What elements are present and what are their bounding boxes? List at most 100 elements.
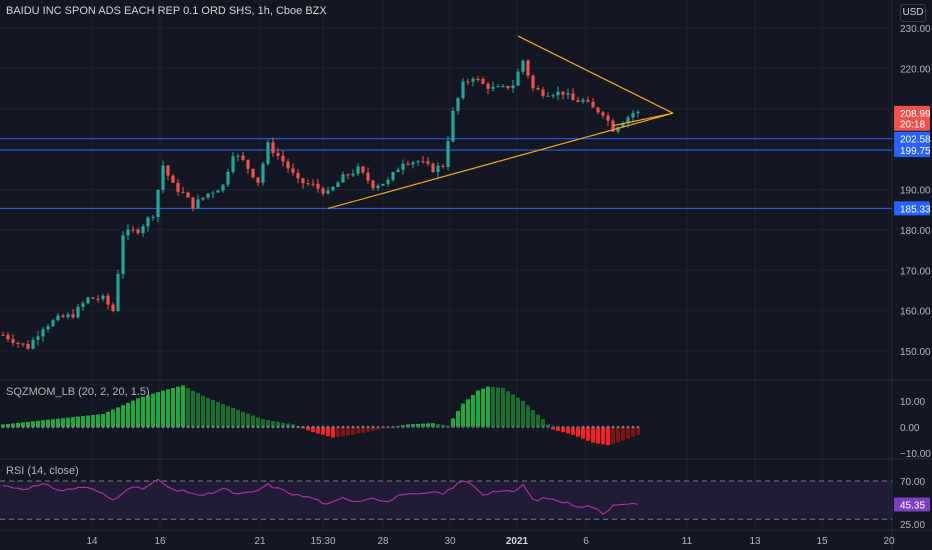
momentum-bar xyxy=(426,423,430,427)
squeeze-dot xyxy=(531,425,535,429)
candle-body xyxy=(41,329,45,337)
momentum-bar xyxy=(331,427,335,438)
candle-body xyxy=(401,163,405,170)
candle-body xyxy=(271,142,275,153)
currency-badge[interactable]: USD xyxy=(900,4,926,22)
momentum-bar xyxy=(491,387,495,427)
candle-body xyxy=(246,159,250,169)
candle-body xyxy=(536,88,540,90)
squeeze-dot xyxy=(406,425,410,429)
trendline[interactable] xyxy=(327,112,674,210)
squeeze-dot xyxy=(126,425,130,429)
momentum-bar xyxy=(71,417,75,427)
price-axis[interactable]: 150.00160.00170.00180.00190.00200.00210.… xyxy=(894,24,931,531)
squeeze-dot xyxy=(36,425,40,429)
candle-body xyxy=(11,339,15,343)
rsi-last-box xyxy=(894,497,930,512)
price-label-box xyxy=(894,143,930,158)
squeeze-dot xyxy=(461,425,465,429)
time-axis[interactable]: 14 16 21 15:30 28 30 2021 6 11 13 15 20 xyxy=(86,536,895,547)
time-tick-label: 13 xyxy=(749,536,761,547)
squeeze-dot xyxy=(11,425,15,429)
squeeze-dot xyxy=(261,425,265,429)
momentum-bar xyxy=(126,402,130,427)
squeeze-dot xyxy=(211,425,215,429)
squeeze-dot xyxy=(491,425,495,429)
squeeze-dot xyxy=(586,425,590,429)
candle-body xyxy=(56,315,60,321)
candle-body xyxy=(606,115,610,121)
momentum-bar xyxy=(246,413,250,427)
squeeze-dot xyxy=(341,425,345,429)
squeeze-dot xyxy=(6,425,10,429)
squeeze-dot xyxy=(111,425,115,429)
momentum-bar xyxy=(586,427,590,441)
price-tick-label: 230.00 xyxy=(900,24,931,35)
momentum-bar xyxy=(371,427,375,431)
squeeze-dot xyxy=(306,425,310,429)
time-tick-label: 15:30 xyxy=(310,536,335,547)
momentum-bar xyxy=(336,427,340,437)
price-tick-label: 160.00 xyxy=(900,307,931,318)
squeeze-dot xyxy=(141,425,145,429)
candle-body xyxy=(346,174,350,176)
momentum-bar xyxy=(251,415,255,427)
momentum-bar xyxy=(536,414,540,427)
candle-body xyxy=(291,168,295,173)
momentum-bar xyxy=(51,419,55,427)
momentum-bar xyxy=(211,399,215,427)
momentum-bar xyxy=(91,415,95,427)
squeeze-dot xyxy=(371,425,375,429)
trendline[interactable] xyxy=(517,35,674,114)
momentum-bar xyxy=(326,427,330,437)
squeeze-dot xyxy=(31,425,35,429)
candle-body xyxy=(116,273,120,311)
triangle-trendlines[interactable] xyxy=(327,35,674,210)
candle-body xyxy=(591,101,595,108)
squeeze-dot xyxy=(556,425,560,429)
squeeze-dot xyxy=(326,425,330,429)
momentum-bar xyxy=(106,411,110,427)
rsi-band-fill xyxy=(0,481,892,520)
momentum-bar xyxy=(226,406,230,427)
momentum-bar xyxy=(341,427,345,437)
candle-body xyxy=(211,192,215,194)
squeeze-dot xyxy=(241,425,245,429)
squeeze-dot xyxy=(16,425,20,429)
time-tick-label: 30 xyxy=(444,536,456,547)
momentum-bar xyxy=(456,410,460,427)
candle-body xyxy=(266,142,270,164)
price-label-countdown: 20:18 xyxy=(900,120,925,131)
candle-body xyxy=(251,168,255,178)
momentum-bar xyxy=(221,404,225,427)
trendline[interactable] xyxy=(612,112,674,127)
momentum-bar xyxy=(486,386,490,427)
momentum-bar xyxy=(266,420,270,427)
squeeze-dot xyxy=(206,425,210,429)
squeeze-dot xyxy=(21,425,25,429)
squeeze-dot xyxy=(321,425,325,429)
momentum-bar xyxy=(421,423,425,427)
candle-body xyxy=(191,197,195,209)
momentum-bar xyxy=(566,427,570,434)
horizontal-levels[interactable] xyxy=(0,138,892,209)
time-tick-label: 15 xyxy=(816,536,828,547)
momentum-bar xyxy=(576,427,580,437)
momentum-bar xyxy=(636,427,640,435)
candle-body xyxy=(446,141,450,167)
momentum-bar xyxy=(141,396,145,427)
momentum-tick-label: 10.00 xyxy=(900,397,925,408)
candle-body xyxy=(501,86,505,88)
momentum-bar xyxy=(81,416,85,427)
candle-body xyxy=(511,85,515,89)
squeeze-dot xyxy=(501,425,505,429)
rsi-line xyxy=(2,478,639,515)
squeeze-dot xyxy=(396,425,400,429)
squeeze-dot xyxy=(176,425,180,429)
candle-body xyxy=(301,178,305,184)
momentum-bar xyxy=(501,388,505,427)
momentum-bar xyxy=(436,423,440,427)
momentum-bar xyxy=(606,427,610,446)
squeeze-dot xyxy=(186,425,190,429)
